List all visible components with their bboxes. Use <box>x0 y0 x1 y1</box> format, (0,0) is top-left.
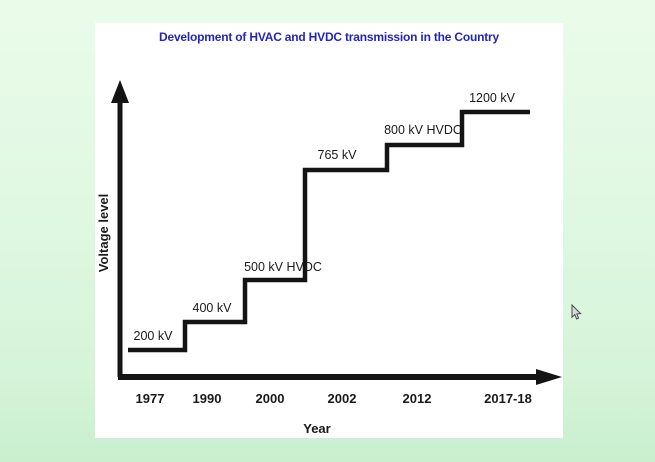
step-value-label: 500 kV HVDC <box>244 260 322 274</box>
x-tick-label: 1990 <box>193 391 222 406</box>
chart-panel: Development of HVAC and HVDC transmissio… <box>95 23 563 438</box>
x-tick-label: 1977 <box>136 391 165 406</box>
chart-title: Development of HVAC and HVDC transmissio… <box>159 30 499 44</box>
x-axis-title: Year <box>303 421 330 436</box>
y-axis-title: Voltage level <box>96 194 111 273</box>
y-axis-arrowhead <box>111 80 129 103</box>
voltage-step-line <box>128 109 530 353</box>
step-value-label: 800 kV HVDC <box>384 123 462 137</box>
step-chart: 200 kV 400 kV 500 kV HVDC 765 kV 800 kV HVDC… <box>96 80 562 436</box>
step-value-label: 200 kV <box>134 329 174 343</box>
step-value-label: 400 kV <box>193 301 233 315</box>
step-value-label: 1200 kV <box>469 91 516 105</box>
x-tick-label: 2000 <box>256 391 285 406</box>
step-value-label: 765 kV <box>318 148 358 162</box>
x-tick-label: 2002 <box>328 391 357 406</box>
x-tick-label: 2012 <box>403 391 432 406</box>
mouse-cursor-icon <box>571 304 582 320</box>
x-tick-label: 2017-18 <box>484 391 532 406</box>
x-axis-arrowhead <box>536 369 562 385</box>
